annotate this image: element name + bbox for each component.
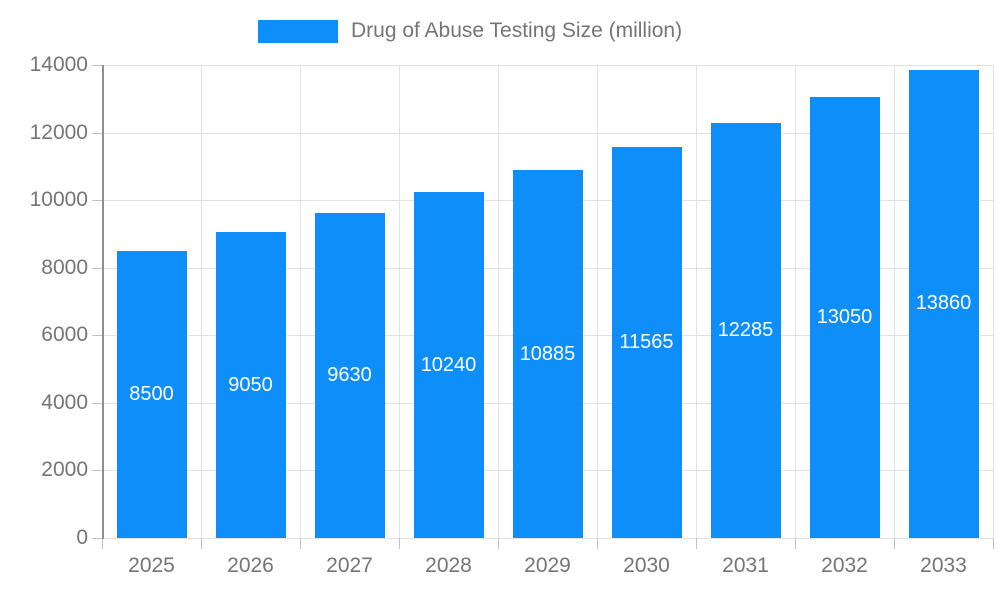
y-axis-tick bbox=[92, 402, 102, 404]
y-gridline bbox=[102, 132, 993, 134]
x-axis-tick bbox=[201, 538, 202, 549]
bar: 13860 bbox=[908, 69, 979, 538]
y-axis-tick bbox=[92, 65, 102, 66]
bar-value-label: 12285 bbox=[717, 318, 774, 341]
bar: 13050 bbox=[809, 97, 880, 538]
x-axis-label: 2033 bbox=[920, 554, 967, 577]
x-gridline bbox=[894, 65, 895, 538]
x-axis-label: 2029 bbox=[524, 554, 571, 577]
x-axis-label: 2025 bbox=[128, 554, 175, 577]
bar: 11565 bbox=[611, 147, 682, 538]
y-axis-label: 2000 bbox=[41, 458, 88, 482]
bar-value-label: 13860 bbox=[915, 292, 972, 315]
y-axis-tick bbox=[92, 538, 102, 539]
bar-value-label: 9050 bbox=[228, 373, 273, 396]
x-axis-tick bbox=[102, 538, 103, 549]
y-axis-tick bbox=[92, 470, 102, 472]
bar-value-label: 10240 bbox=[420, 353, 477, 376]
x-axis-label: 2032 bbox=[821, 554, 868, 577]
x-axis-tick bbox=[597, 538, 598, 549]
x-axis-tick bbox=[993, 538, 994, 549]
x-axis-tick bbox=[894, 538, 895, 549]
y-axis-line bbox=[102, 65, 104, 539]
x-gridline bbox=[795, 65, 796, 538]
x-gridline bbox=[399, 65, 400, 538]
x-axis-label: 2031 bbox=[722, 554, 769, 577]
bar-value-label: 13050 bbox=[816, 306, 873, 329]
x-axis-tick bbox=[399, 538, 400, 549]
x-axis-label: 2028 bbox=[425, 554, 472, 577]
y-gridline bbox=[102, 538, 993, 539]
x-gridline bbox=[696, 65, 697, 538]
x-axis-tick bbox=[300, 538, 301, 549]
y-axis-label: 6000 bbox=[41, 323, 88, 347]
y-axis-tick bbox=[92, 267, 102, 269]
x-gridline bbox=[993, 65, 994, 538]
y-axis-label: 8000 bbox=[41, 255, 88, 279]
x-axis-tick bbox=[696, 538, 697, 549]
bar: 8500 bbox=[116, 250, 187, 538]
bar: 10240 bbox=[413, 192, 484, 538]
y-gridline bbox=[102, 65, 993, 66]
x-axis-tick bbox=[795, 538, 796, 549]
x-gridline bbox=[300, 65, 301, 538]
chart-legend: Drug of Abuse Testing Size (million) bbox=[258, 18, 682, 44]
bar-value-label: 10885 bbox=[519, 342, 576, 365]
legend-swatch bbox=[258, 19, 338, 43]
y-axis-label: 4000 bbox=[41, 390, 88, 414]
x-axis-label: 2030 bbox=[623, 554, 670, 577]
bar-value-label: 9630 bbox=[327, 363, 372, 386]
y-axis-label: 12000 bbox=[29, 120, 88, 144]
y-axis-tick bbox=[92, 132, 102, 134]
x-axis-tick bbox=[498, 538, 499, 549]
bar: 10885 bbox=[512, 170, 583, 538]
bar-value-label: 8500 bbox=[129, 382, 174, 405]
y-axis-label: 14000 bbox=[29, 53, 88, 76]
bar: 12285 bbox=[710, 122, 781, 538]
bar-value-label: 11565 bbox=[619, 331, 674, 354]
legend-label: Drug of Abuse Testing Size (million) bbox=[351, 19, 683, 42]
y-axis-label: 0 bbox=[76, 526, 88, 549]
x-gridline bbox=[201, 65, 202, 538]
x-gridline bbox=[498, 65, 499, 538]
bar: 9050 bbox=[215, 232, 286, 538]
x-gridline bbox=[597, 65, 598, 538]
y-axis-tick bbox=[92, 200, 102, 202]
x-axis-label: 2027 bbox=[326, 554, 373, 577]
x-axis-label: 2026 bbox=[227, 554, 274, 577]
y-axis-tick bbox=[92, 335, 102, 337]
y-axis-label: 10000 bbox=[29, 188, 88, 212]
bar: 9630 bbox=[314, 212, 385, 538]
